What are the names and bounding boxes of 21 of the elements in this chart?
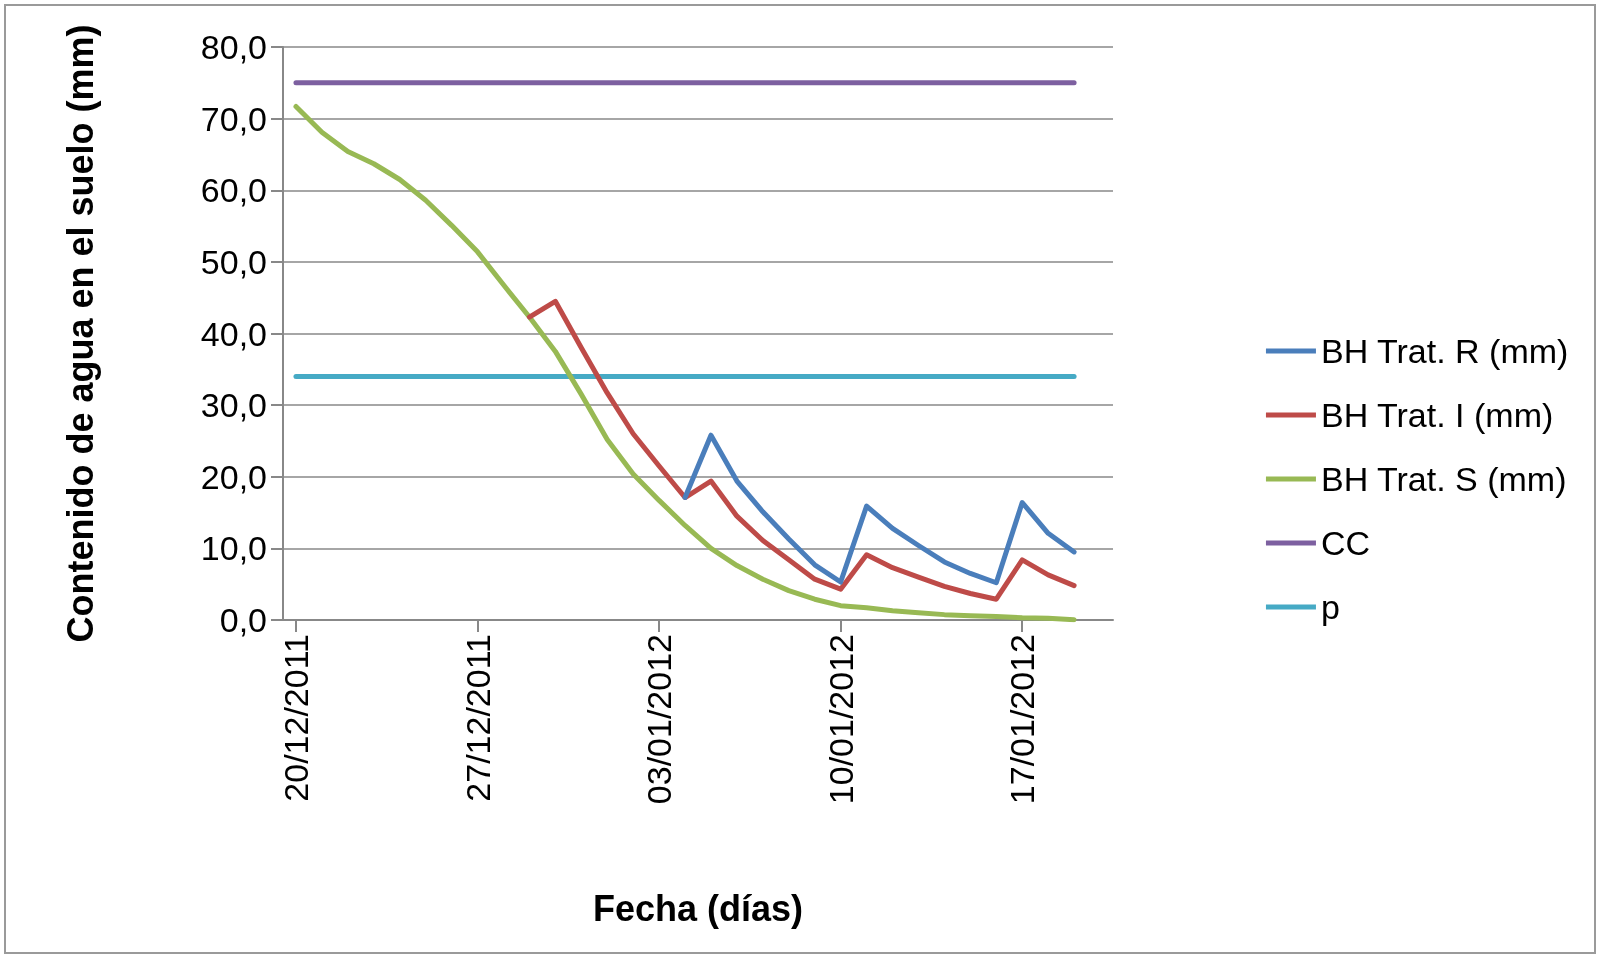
x-tick-label: 20/12/2011 bbox=[276, 634, 315, 802]
y-tick-label: 80,0 bbox=[200, 28, 267, 66]
y-tick-label: 0,0 bbox=[219, 601, 267, 639]
legend-label: p bbox=[1320, 588, 1340, 626]
y-tick-label: 70,0 bbox=[200, 99, 267, 138]
legend-label: CC bbox=[1320, 524, 1371, 562]
y-tick-label: 10,0 bbox=[200, 529, 267, 568]
x-tick-label: 27/12/2011 bbox=[458, 634, 497, 802]
y-axis-title: Contenido de agua en el suelo (mm) bbox=[59, 24, 101, 643]
legend-label: BH Trat. R (mm) bbox=[1320, 332, 1569, 370]
x-tick-label: 03/01/2012 bbox=[640, 634, 679, 805]
x-tick-label: 10/01/2012 bbox=[821, 634, 860, 805]
x-axis-title: Fecha (días) bbox=[592, 887, 804, 929]
y-tick-label: 30,0 bbox=[200, 386, 267, 425]
y-tick-label: 60,0 bbox=[200, 171, 267, 210]
legend-label: BH Trat. S (mm) bbox=[1320, 460, 1567, 498]
legend-label: BH Trat. I (mm) bbox=[1320, 396, 1554, 434]
x-tick-label: 17/01/2012 bbox=[1003, 634, 1042, 805]
y-tick-label: 20,0 bbox=[200, 457, 267, 496]
y-tick-label: 50,0 bbox=[200, 242, 267, 281]
y-tick-label: 40,0 bbox=[200, 314, 267, 353]
